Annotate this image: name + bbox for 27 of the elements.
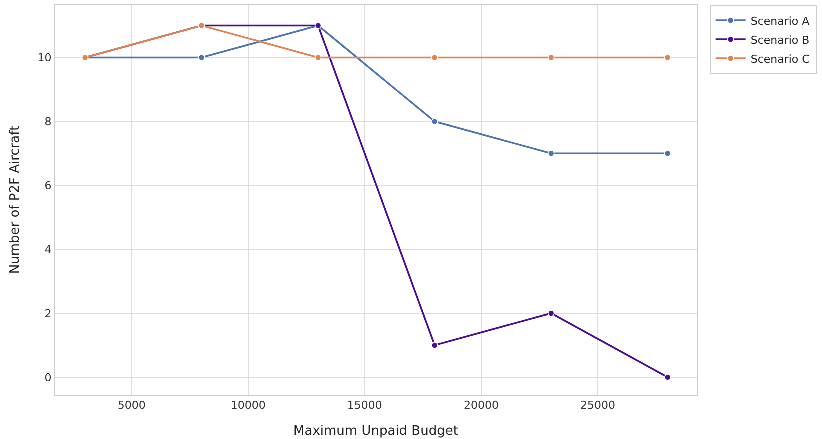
x-axis-title: Maximum Unpaid Budget [294, 424, 458, 439]
point [431, 118, 438, 126]
legend-label: Scenario C [750, 52, 810, 66]
point [548, 310, 555, 317]
point [548, 54, 555, 62]
y-tick-label: 8 [44, 116, 52, 129]
point [198, 54, 206, 62]
x-tick-label: 20000 [464, 399, 499, 412]
point [431, 54, 438, 62]
y-tick-label: 4 [44, 243, 52, 256]
x-tick-label: 5000 [118, 399, 146, 412]
point [664, 374, 672, 381]
y-tick-label: 6 [44, 179, 52, 192]
y-axis-title: Number of P2F Aircraft [8, 126, 23, 274]
x-tick-label: 25000 [580, 399, 616, 412]
point [664, 150, 672, 158]
y-tick-label: 2 [44, 307, 52, 320]
point [431, 342, 438, 349]
point [548, 150, 555, 158]
x-tick-label: 10000 [230, 399, 266, 412]
point [314, 54, 322, 62]
legend-label: Scenario A [750, 14, 810, 28]
point [664, 54, 672, 62]
y-tick-label: 10 [38, 52, 52, 65]
x-tick-label: 15000 [347, 399, 382, 412]
y-tick-label: 0 [44, 371, 52, 384]
legend-label: Scenario B [750, 34, 810, 47]
